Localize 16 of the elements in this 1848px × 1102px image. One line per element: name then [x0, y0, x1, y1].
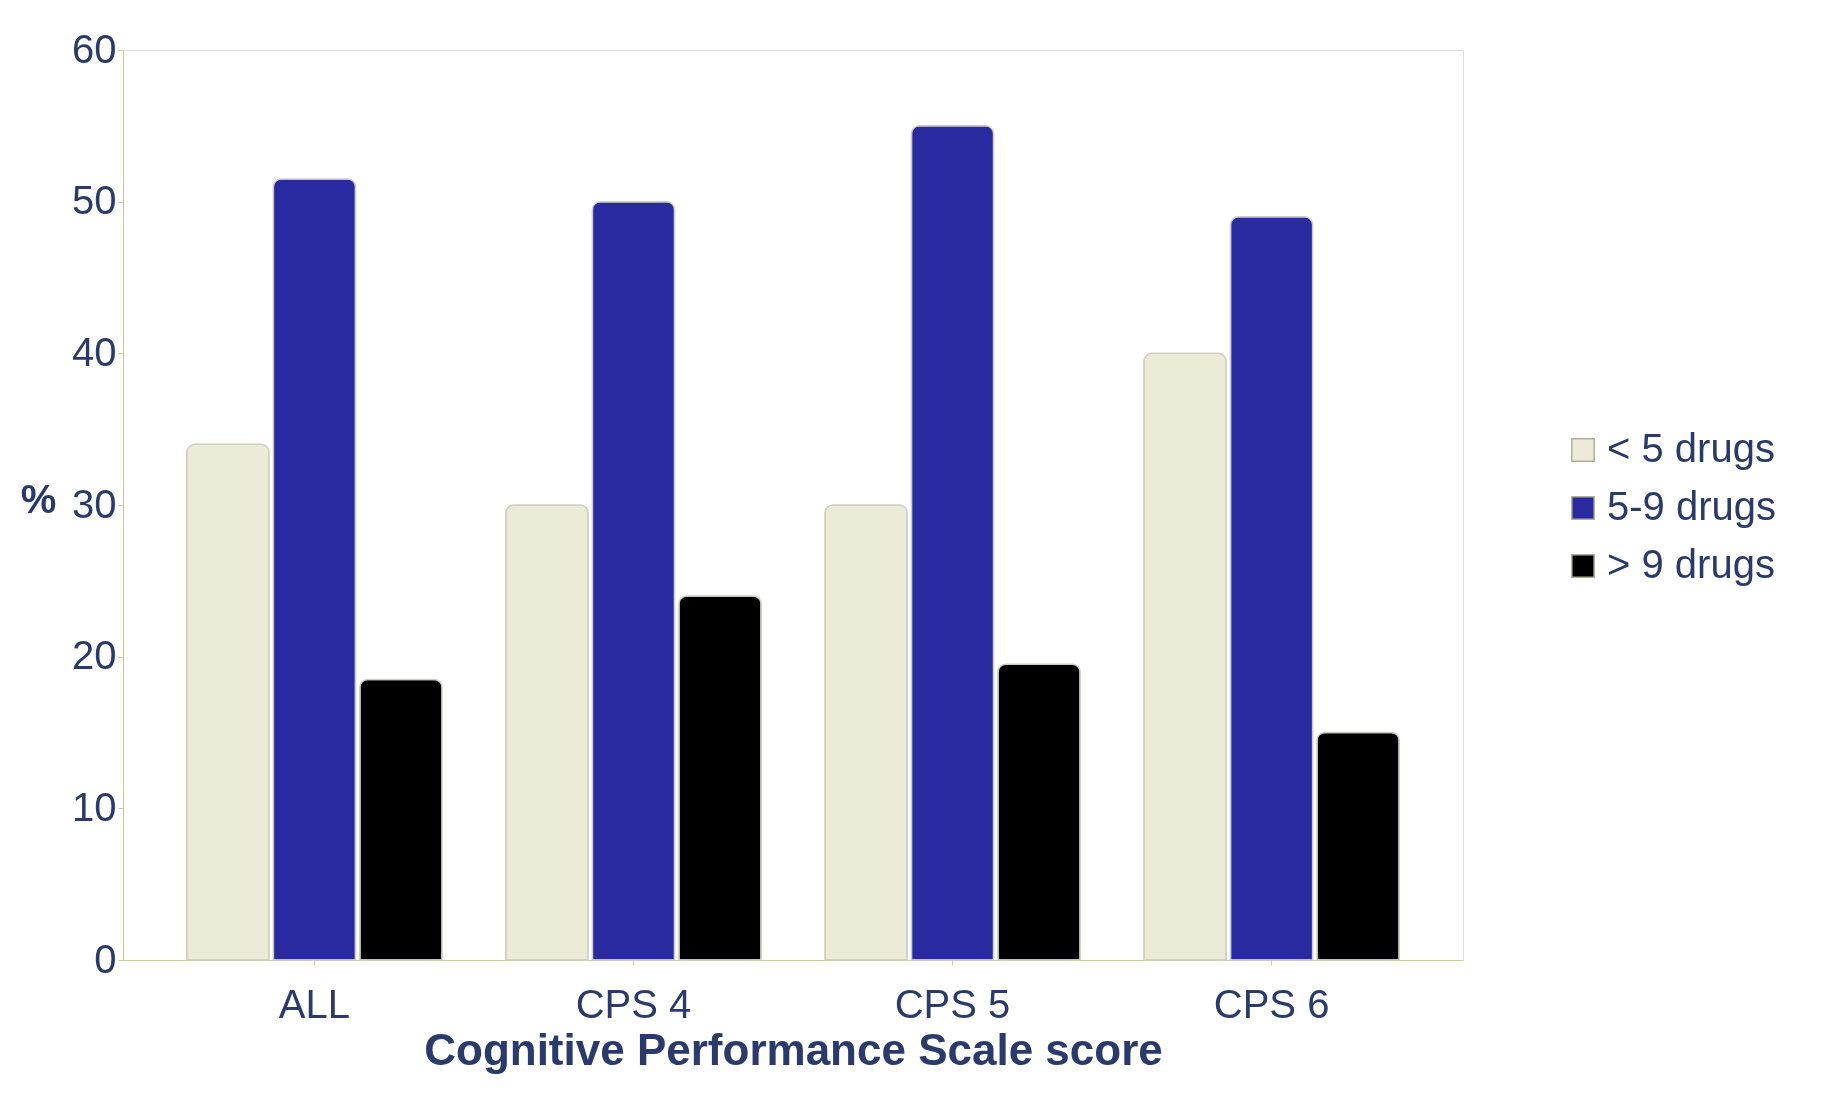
- y-tick-label: 20: [72, 633, 117, 678]
- legend-label: > 9 drugs: [1607, 542, 1775, 586]
- legend-label: 5-9 drugs: [1607, 484, 1776, 528]
- x-tick-label: ALL: [278, 981, 351, 1026]
- legend-label: < 5 drugs: [1607, 426, 1775, 470]
- y-tick-label: 40: [72, 329, 117, 374]
- x-tick-label: CPS 4: [575, 981, 692, 1026]
- x-tick-label: CPS 6: [1213, 981, 1330, 1026]
- x-axis-title: Cognitive Performance Scale score: [424, 1024, 1163, 1074]
- y-tick-label: 60: [72, 26, 117, 71]
- y-axis-title: %: [20, 476, 57, 521]
- y-tick-label: 50: [72, 178, 117, 223]
- y-tick-label: 30: [72, 481, 117, 526]
- y-tick-label: 10: [72, 784, 117, 829]
- y-tick-label: 0: [94, 936, 117, 981]
- x-tick-label: CPS 5: [894, 981, 1011, 1026]
